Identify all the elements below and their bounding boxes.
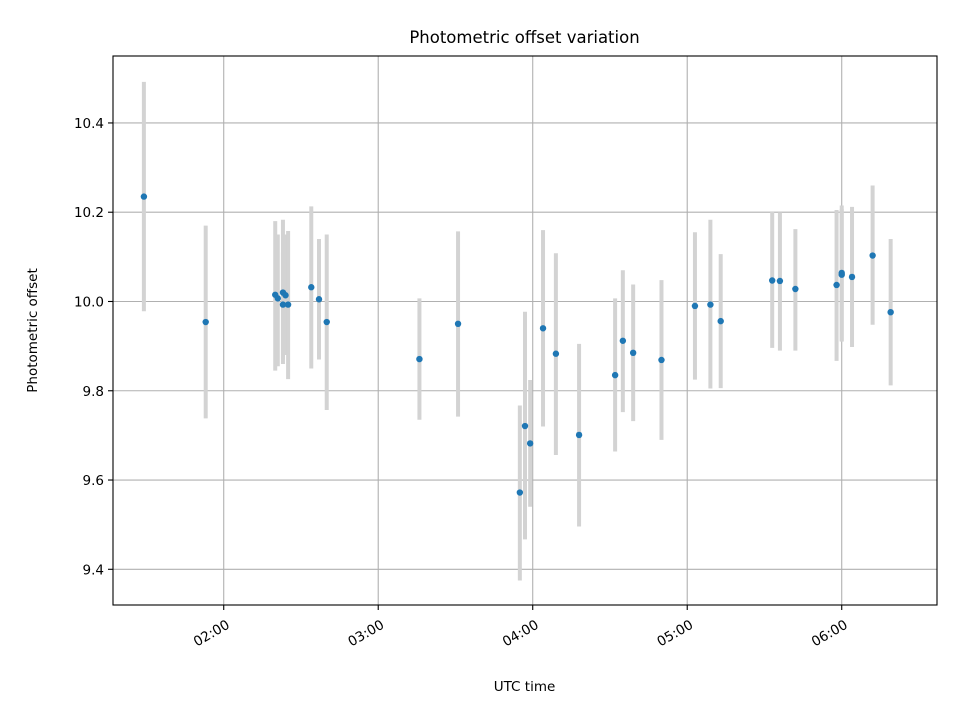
x-axis-label: UTC time: [494, 679, 556, 695]
x-tick-label: 02:00: [191, 617, 233, 650]
y-axis-label: Photometric offset: [25, 268, 41, 392]
x-tick-label: 05:00: [654, 617, 696, 650]
y-tick-label: 10.4: [74, 116, 104, 132]
data-point: [282, 292, 289, 299]
x-tick-label: 06:00: [809, 617, 851, 650]
data-point: [691, 302, 699, 310]
chart-title: Photometric offset variation: [409, 28, 639, 47]
tick-layer: 02:00 03:00 04:00 05:00 06:00 9.4 9.6 9.8 10.0 10…: [74, 116, 851, 650]
data-point: [323, 318, 330, 326]
data-point: [454, 320, 462, 328]
data-point: [869, 252, 876, 259]
data-point: [611, 371, 619, 379]
data-point: [516, 489, 524, 496]
plot-frame: [112, 55, 938, 606]
data-point: [658, 356, 665, 364]
y-tick-label: 9.4: [83, 562, 104, 578]
x-tick-label: 04:00: [500, 617, 542, 650]
x-tick-label: 03:00: [345, 617, 387, 650]
data-point: [526, 440, 534, 447]
data-point: [848, 273, 856, 281]
data-point: [416, 355, 423, 363]
data-point: [707, 301, 714, 308]
data-point: [717, 317, 724, 325]
y-tick-label: 9.6: [83, 473, 104, 489]
data-point: [284, 301, 292, 308]
data-point: [769, 277, 776, 284]
y-tick-label: 10.0: [74, 294, 104, 310]
data-point: [274, 295, 281, 302]
data-point: [140, 193, 148, 200]
y-tick-label: 10.2: [74, 205, 104, 221]
data-point: [629, 349, 637, 357]
errorbar-layer: [141, 81, 893, 581]
data-point: [575, 431, 583, 439]
data-point: [838, 271, 845, 278]
data-point: [279, 301, 287, 308]
point-layer: [140, 193, 894, 496]
data-point: [792, 285, 799, 293]
data-point: [202, 318, 209, 326]
data-point: [521, 422, 529, 430]
data-point: [308, 284, 315, 291]
data-point: [619, 337, 627, 344]
data-point: [776, 277, 784, 285]
data-point: [887, 309, 894, 316]
data-point: [315, 296, 323, 303]
y-tick-label: 9.8: [83, 384, 104, 400]
data-point: [539, 325, 547, 332]
data-point: [833, 281, 840, 289]
data-point: [552, 350, 560, 357]
